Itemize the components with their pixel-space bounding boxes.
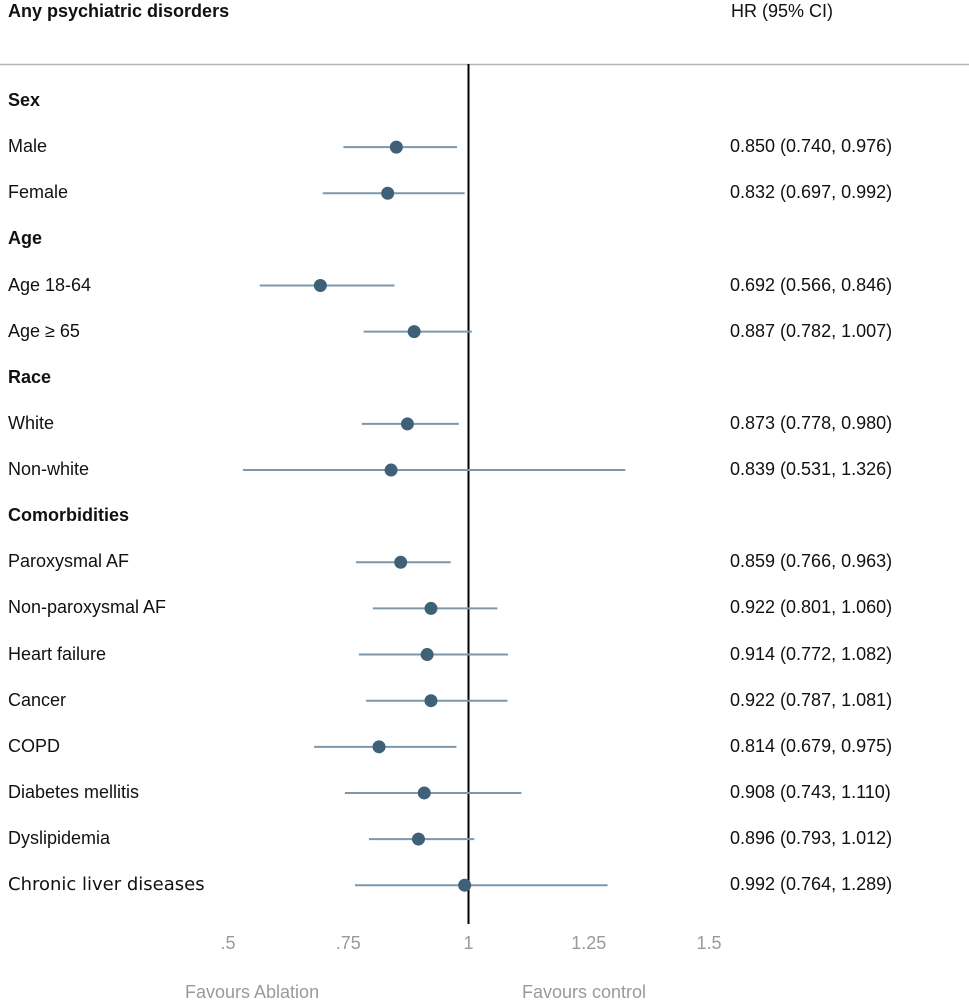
hr-ci-value: 0.850 (0.740, 0.976) — [730, 136, 893, 157]
row-label: Non-white — [8, 459, 90, 480]
row-label: Dyslipidemia — [8, 828, 111, 849]
row-label: Age 18-64 — [8, 274, 92, 295]
row-label: Male — [8, 136, 48, 157]
hr-ci-value: 0.832 (0.697, 0.992) — [730, 182, 893, 203]
hr-point — [313, 279, 327, 293]
x-tick-label: 1 — [463, 933, 474, 953]
row-label: White — [8, 412, 55, 433]
hr-point — [424, 694, 438, 708]
row-label: Female — [8, 182, 69, 203]
hr-point — [417, 786, 431, 800]
row-label: COPD — [8, 735, 61, 756]
hr-point — [424, 601, 438, 615]
row-label: Diabetes mellitis — [8, 781, 140, 802]
hr-ci-value: 0.914 (0.772, 1.082) — [730, 643, 893, 664]
hr-ci-value: 0.814 (0.679, 0.975) — [730, 735, 893, 756]
hr-point — [381, 186, 395, 200]
row-label: Chronic liver diseases — [8, 874, 205, 896]
hr-point — [372, 740, 386, 754]
hr-point — [407, 325, 421, 339]
hr-ci-value: 0.692 (0.566, 0.846) — [730, 274, 893, 295]
group-header: Comorbidities — [8, 505, 130, 526]
x-tick-label: .5 — [220, 933, 236, 953]
group-header: Sex — [8, 90, 41, 110]
group-header: Age — [8, 228, 43, 249]
hr-point — [458, 878, 472, 892]
hr-ci-value: 0.896 (0.793, 1.012) — [730, 828, 893, 849]
hr-ci-value: 0.992 (0.764, 1.289) — [730, 874, 893, 895]
hr-point — [384, 463, 398, 477]
hr-point — [420, 648, 434, 662]
hr-ci-value: 0.922 (0.801, 1.060) — [730, 597, 893, 618]
hr-ci-value: 0.839 (0.531, 1.326) — [730, 459, 893, 480]
hr-point — [400, 417, 414, 431]
hr-ci-value: 0.859 (0.766, 0.963) — [730, 551, 893, 572]
row-label: Cancer — [8, 689, 67, 710]
row-label: Age ≥ 65 — [8, 320, 80, 341]
hr-point — [411, 832, 425, 846]
chart-title: Any psychiatric disorders — [8, 1, 230, 21]
x-tick-label: .75 — [335, 933, 361, 953]
row-label: Non-paroxysmal AF — [8, 597, 167, 618]
hr-point — [389, 140, 403, 154]
hr-point — [394, 555, 408, 569]
x-tick-label: 1.25 — [571, 933, 607, 953]
x-tick-label: 1.5 — [696, 933, 722, 953]
row-label: Heart failure — [8, 643, 107, 664]
hr-ci-value: 0.887 (0.782, 1.007) — [730, 320, 893, 341]
favours-ablation-label: Favours Ablation — [185, 982, 320, 1002]
hr-ci-value: 0.922 (0.787, 1.081) — [730, 689, 893, 710]
group-header: Race — [8, 366, 52, 387]
hr-ci-value: 0.873 (0.778, 0.980) — [730, 412, 893, 433]
hr-column-header: HR (95% CI) — [731, 1, 834, 21]
favours-control-label: Favours control — [522, 982, 647, 1002]
hr-ci-value: 0.908 (0.743, 1.110) — [730, 781, 891, 802]
row-label: Paroxysmal AF — [8, 551, 130, 572]
